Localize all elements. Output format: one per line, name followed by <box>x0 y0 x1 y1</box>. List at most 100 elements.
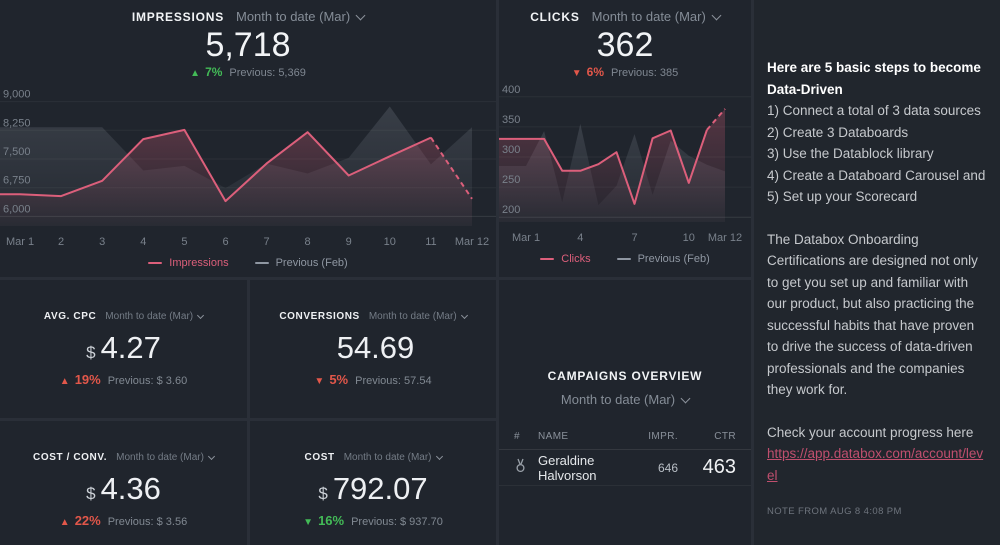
avg-cpc-delta-row: ▲ 19% Previous: $ 3.60 <box>60 372 187 387</box>
svg-text:Mar 1: Mar 1 <box>512 232 540 244</box>
delta-down-icon: ▼ <box>571 68 582 79</box>
svg-text:200: 200 <box>502 204 520 216</box>
legend-item-previous: Previous (Feb) <box>254 257 348 269</box>
campaigns-title: CAMPAIGNS OVERVIEW <box>547 369 703 383</box>
conversions-previous: Previous: 57.54 <box>355 375 432 387</box>
impressions-daterange-dropdown[interactable]: Month to date (Mar) <box>236 9 366 24</box>
impressions-legend: Impressions Previous (Feb) <box>0 254 496 272</box>
clicks-legend: Clicks Previous (Feb) <box>499 250 751 268</box>
note-step-5: 5) Set up your Scorecard <box>767 189 918 204</box>
svg-text:3: 3 <box>99 236 105 248</box>
note-step-3: 3) Use the Datablock library <box>767 146 934 161</box>
svg-text:400: 400 <box>502 84 520 96</box>
conversions-card: CONVERSIONS Month to date (Mar) 54.69 ▼ … <box>250 280 496 418</box>
avg-cpc-value: $ 4.27 <box>86 331 161 364</box>
avg-cpc-title: AVG. CPC <box>43 311 97 322</box>
account-progress-link[interactable]: https://app.databox.com/account/level <box>767 446 984 483</box>
svg-text:7,500: 7,500 <box>3 146 31 158</box>
clicks-delta: ▼ 6% <box>572 65 604 79</box>
legend-item-clicks: Clicks <box>540 253 591 265</box>
avg-cpc-previous: Previous: $ 3.60 <box>107 375 188 387</box>
svg-text:9,000: 9,000 <box>3 89 31 101</box>
svg-text:6,000: 6,000 <box>3 203 31 215</box>
impressions-delta: ▲ 7% <box>190 65 222 79</box>
cost-daterange-dropdown[interactable]: Month to date (Mar) <box>343 452 443 463</box>
impressions-series-swatch <box>148 262 163 264</box>
chevron-down-icon <box>355 10 366 20</box>
avg-cpc-daterange-dropdown[interactable]: Month to date (Mar) <box>105 311 205 322</box>
impressions-previous: Previous: 5,369 <box>229 67 306 79</box>
delta-percent: 7% <box>205 65 223 79</box>
cost-conv-daterange-dropdown[interactable]: Month to date (Mar) <box>116 452 215 463</box>
cost-conv-header: COST / CONV. Month to date (Mar) <box>33 452 215 463</box>
svg-text:4: 4 <box>140 236 146 248</box>
value-number: 4.27 <box>100 330 161 365</box>
avg-cpc-delta: ▲ 19% <box>60 372 101 387</box>
campaigns-table-header: # NAME IMPR. CTR <box>499 424 751 450</box>
impressions-value: 5,718 <box>205 26 291 64</box>
campaign-impressions: 646 <box>657 460 678 475</box>
daterange-label: Month to date (Mar) <box>343 452 432 463</box>
daterange-label: Month to date (Mar) <box>368 311 457 322</box>
clicks-value: 362 <box>596 26 654 64</box>
legend-item-impressions: Impressions <box>148 257 229 269</box>
delta-up-icon: ▲ <box>190 68 201 79</box>
value-number: 54.69 <box>336 330 415 365</box>
legend-label: Clicks <box>561 253 591 265</box>
cost-delta: ▼ 16% <box>303 513 344 528</box>
daterange-label: Month to date (Mar) <box>560 392 676 407</box>
cost-title: COST <box>304 452 335 463</box>
conversions-delta: ▼ 5% <box>314 372 348 387</box>
impressions-header: IMPRESSIONS Month to date (Mar) <box>0 9 496 24</box>
impressions-delta-row: ▲ 7% Previous: 5,369 <box>0 65 496 82</box>
svg-text:7: 7 <box>631 232 637 244</box>
svg-text:7: 7 <box>263 236 269 248</box>
campaigns-header: Month to date (Mar) <box>499 392 751 407</box>
campaigns-overview-card: CAMPAIGNS OVERVIEW Month to date (Mar) #… <box>499 280 751 545</box>
note-step-2: 2) Create 3 Databoards <box>767 124 909 140</box>
cost-conv-delta-row: ▲ 22% Previous: $ 3.56 <box>60 513 187 528</box>
svg-text:5: 5 <box>181 236 187 248</box>
clicks-previous: Previous: 385 <box>610 67 679 79</box>
campaign-name: Geraldine Halvorson <box>538 452 597 483</box>
svg-text:9: 9 <box>346 236 352 248</box>
chevron-down-icon <box>460 311 468 319</box>
conversions-daterange-dropdown[interactable]: Month to date (Mar) <box>368 311 468 322</box>
clicks-chart: 200 250 300 350 400 Mar 1 4 7 10 Mar 12 <box>499 82 751 250</box>
note-paragraph: The Databox Onboarding Certifications ar… <box>767 231 978 398</box>
svg-text:Mar 12: Mar 12 <box>455 236 489 248</box>
previous-series-swatch <box>616 258 631 260</box>
legend-label: Impressions <box>169 257 229 269</box>
medal-icon <box>516 458 525 472</box>
clicks-daterange-dropdown[interactable]: Month to date (Mar) <box>592 9 722 24</box>
cost-delta-row: ▼ 16% Previous: $ 937.70 <box>303 513 443 528</box>
cost-per-conversion-card: COST / CONV. Month to date (Mar) $ 4.36 … <box>0 421 247 545</box>
svg-text:Mar 1: Mar 1 <box>6 236 34 248</box>
note-step-1: 1) Connect a total of 3 data sources <box>767 103 981 118</box>
value-number: 4.36 <box>100 471 161 506</box>
cost-previous: Previous: $ 937.70 <box>351 516 443 528</box>
svg-text:8,250: 8,250 <box>3 117 31 129</box>
chevron-down-icon <box>207 452 215 460</box>
delta-percent: 19% <box>74 372 101 387</box>
daterange-label: Month to date (Mar) <box>236 9 351 24</box>
delta-up-icon: ▲ <box>59 517 70 528</box>
svg-text:8: 8 <box>305 236 311 248</box>
column-impressions: IMPR. <box>648 431 678 442</box>
legend-label: Previous (Feb) <box>275 257 348 269</box>
avg-cpc-card: AVG. CPC Month to date (Mar) $ 4.27 ▲ 19… <box>0 280 247 418</box>
delta-percent: 22% <box>74 513 101 528</box>
cost-conv-previous: Previous: $ 3.56 <box>107 516 188 528</box>
impressions-title: IMPRESSIONS <box>131 9 224 24</box>
clicks-card: CLICKS Month to date (Mar) 362 ▼ 6% Prev… <box>499 0 751 277</box>
cost-conv-title: COST / CONV. <box>33 452 108 463</box>
value-number: 792.07 <box>332 471 428 506</box>
table-row[interactable]: Geraldine Halvorson 646 463 <box>499 450 751 486</box>
cost-conv-delta: ▲ 22% <box>60 513 101 528</box>
cost-header: COST Month to date (Mar) <box>304 452 443 463</box>
campaigns-daterange-dropdown[interactable]: Month to date (Mar) <box>560 392 691 407</box>
chevron-down-icon <box>711 10 722 20</box>
impressions-chart: 6,000 6,750 7,500 8,250 9,000 Mar 1 2 3 4 5 6 7 8 9 10… <box>0 82 496 254</box>
conversions-title: CONVERSIONS <box>279 311 360 322</box>
